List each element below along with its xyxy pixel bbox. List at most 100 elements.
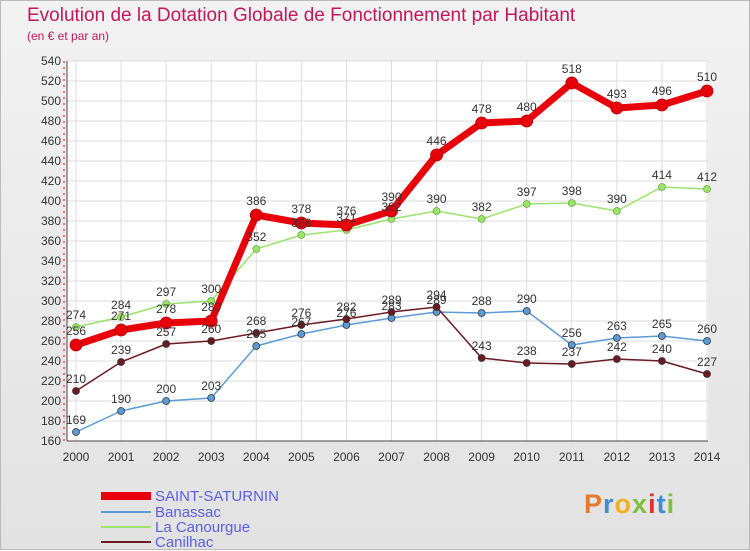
data-point [117,313,125,321]
data-label: 240 [652,342,672,356]
data-label: 478 [472,102,492,116]
data-label: 276 [336,306,356,320]
data-point [477,215,486,223]
data-point [432,303,441,311]
data-point [340,218,353,232]
data-point [207,394,216,402]
data-point [252,245,261,253]
data-point [297,321,306,329]
x-tick-label: 2011 [559,450,585,464]
data-label: 267 [291,315,311,329]
data-point [114,323,128,337]
y-tick-label: 240 [41,354,61,368]
y-tick-label: 260 [41,334,61,348]
data-point [297,231,306,239]
data-point [612,334,621,342]
data-point [475,116,489,130]
data-label: 294 [427,288,447,302]
data-point [252,342,261,350]
y-tick-label: 400 [41,194,61,208]
data-point [207,337,216,345]
chart-title: Evolution de la Dotation Globale de Fonc… [27,5,576,26]
data-label: 510 [697,70,717,84]
data-label: 382 [381,200,401,214]
y-tick-label: 160 [41,434,61,448]
data-point [117,358,125,366]
data-label: 200 [156,382,176,396]
legend-item-la-canourgue: La Canourgue [101,518,251,536]
y-tick-label: 200 [41,394,61,408]
y-tick-label: 460 [41,134,61,148]
data-label: 238 [517,344,537,358]
y-tick-label: 320 [41,274,61,288]
data-label: 300 [201,282,221,296]
data-point [252,329,261,337]
data-label: 243 [472,339,492,353]
legend-swatch [101,492,151,500]
data-point [522,359,531,367]
data-label: 414 [652,168,672,182]
data-label: 257 [156,325,176,339]
y-tick-label: 420 [41,174,61,188]
legend-label: La Canourgue [155,518,251,536]
data-label: 260 [697,322,717,336]
data-point [249,208,263,222]
data-label: 239 [111,343,131,357]
data-point [162,300,171,308]
data-label: 227 [697,355,717,369]
data-point [703,185,711,193]
legend-item-banassac: Banassac [101,504,221,521]
x-tick-label: 2009 [468,450,495,464]
data-point [522,200,531,208]
data-label: 398 [562,184,582,198]
data-point [520,114,534,128]
legend-swatch [101,541,151,543]
data-point [658,357,666,365]
data-label: 237 [562,345,582,359]
data-label: 496 [652,84,672,98]
data-label: 274 [66,308,86,322]
data-point [477,354,486,362]
y-tick-label: 360 [41,234,61,248]
data-label: 352 [246,230,266,244]
data-point [655,98,669,112]
data-point [700,84,714,98]
data-label: 366 [291,216,311,230]
data-label: 371 [336,211,356,225]
data-point [117,407,125,415]
x-tick-label: 2006 [333,450,360,464]
data-point [204,314,218,328]
y-tick-label: 380 [41,214,61,228]
y-tick-label: 300 [41,294,61,308]
x-tick-label: 2013 [649,450,676,464]
data-label: 256 [562,326,582,340]
y-tick-label: 220 [41,374,61,388]
x-tick-label: 2001 [108,450,135,464]
data-label: 397 [517,185,537,199]
x-tick-label: 2008 [423,450,450,464]
y-tick-label: 280 [41,314,61,328]
data-point [294,216,308,230]
data-point [703,337,711,345]
y-tick-label: 480 [41,114,61,128]
x-tick-label: 2005 [288,450,315,464]
data-label: 280 [201,300,221,314]
data-label: 378 [291,202,311,216]
data-label: 386 [246,194,266,208]
data-label: 297 [156,285,176,299]
data-point [477,309,486,317]
y-tick-label: 180 [41,414,61,428]
data-label: 255 [246,327,266,341]
proxiti-logo: Proxiti [584,489,676,519]
data-label: 260 [201,322,221,336]
data-label: 284 [111,298,131,312]
data-label: 203 [201,379,221,393]
data-point [430,148,443,162]
x-tick-label: 2002 [153,450,180,464]
data-point [703,370,711,378]
data-label: 242 [607,340,627,354]
data-label: 289 [427,293,447,307]
data-label: 518 [562,62,582,76]
data-point [162,340,171,348]
data-label: 446 [427,134,447,148]
